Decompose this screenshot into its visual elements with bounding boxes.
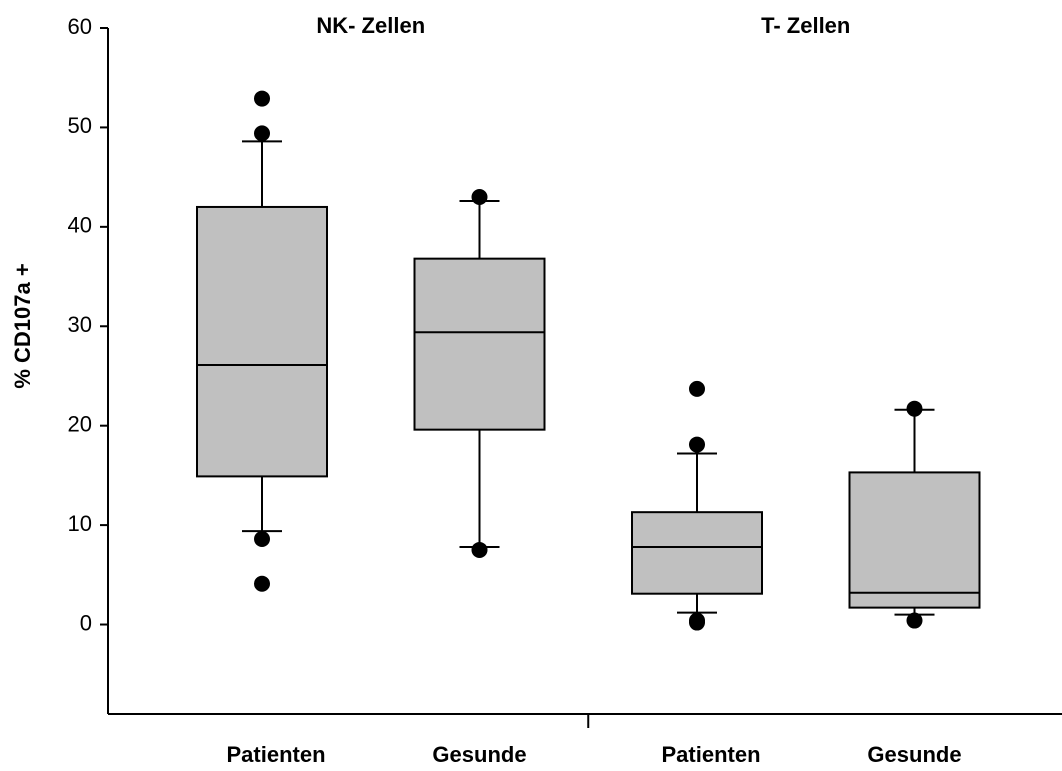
flier xyxy=(471,189,488,206)
flier xyxy=(689,614,705,631)
x-tick-label: Patienten xyxy=(226,742,325,767)
y-axis-label: % CD107a + xyxy=(10,263,35,388)
box xyxy=(413,257,546,431)
x-tick-label: Patienten xyxy=(661,742,760,767)
flier xyxy=(471,541,488,558)
flier xyxy=(254,125,270,142)
flier xyxy=(254,575,270,592)
y-tick-label: 10 xyxy=(68,511,92,536)
flier xyxy=(254,531,270,548)
y-tick-label: 30 xyxy=(68,312,92,337)
flier xyxy=(689,436,705,453)
flier xyxy=(906,400,923,417)
group-label: T- Zellen xyxy=(761,13,850,38)
y-tick-label: 50 xyxy=(68,113,92,138)
y-tick-label: 20 xyxy=(68,411,92,436)
box xyxy=(631,511,763,595)
flier xyxy=(254,90,270,107)
flier xyxy=(689,380,705,397)
y-tick-label: 0 xyxy=(80,610,92,635)
group-label: NK- Zellen xyxy=(316,13,425,38)
x-tick-label: Gesunde xyxy=(432,742,526,767)
y-tick-label: 60 xyxy=(68,14,92,39)
box xyxy=(848,471,981,609)
x-tick-label: Gesunde xyxy=(867,742,961,767)
flier xyxy=(906,612,923,629)
box xyxy=(196,205,328,478)
y-tick-label: 40 xyxy=(68,213,92,238)
